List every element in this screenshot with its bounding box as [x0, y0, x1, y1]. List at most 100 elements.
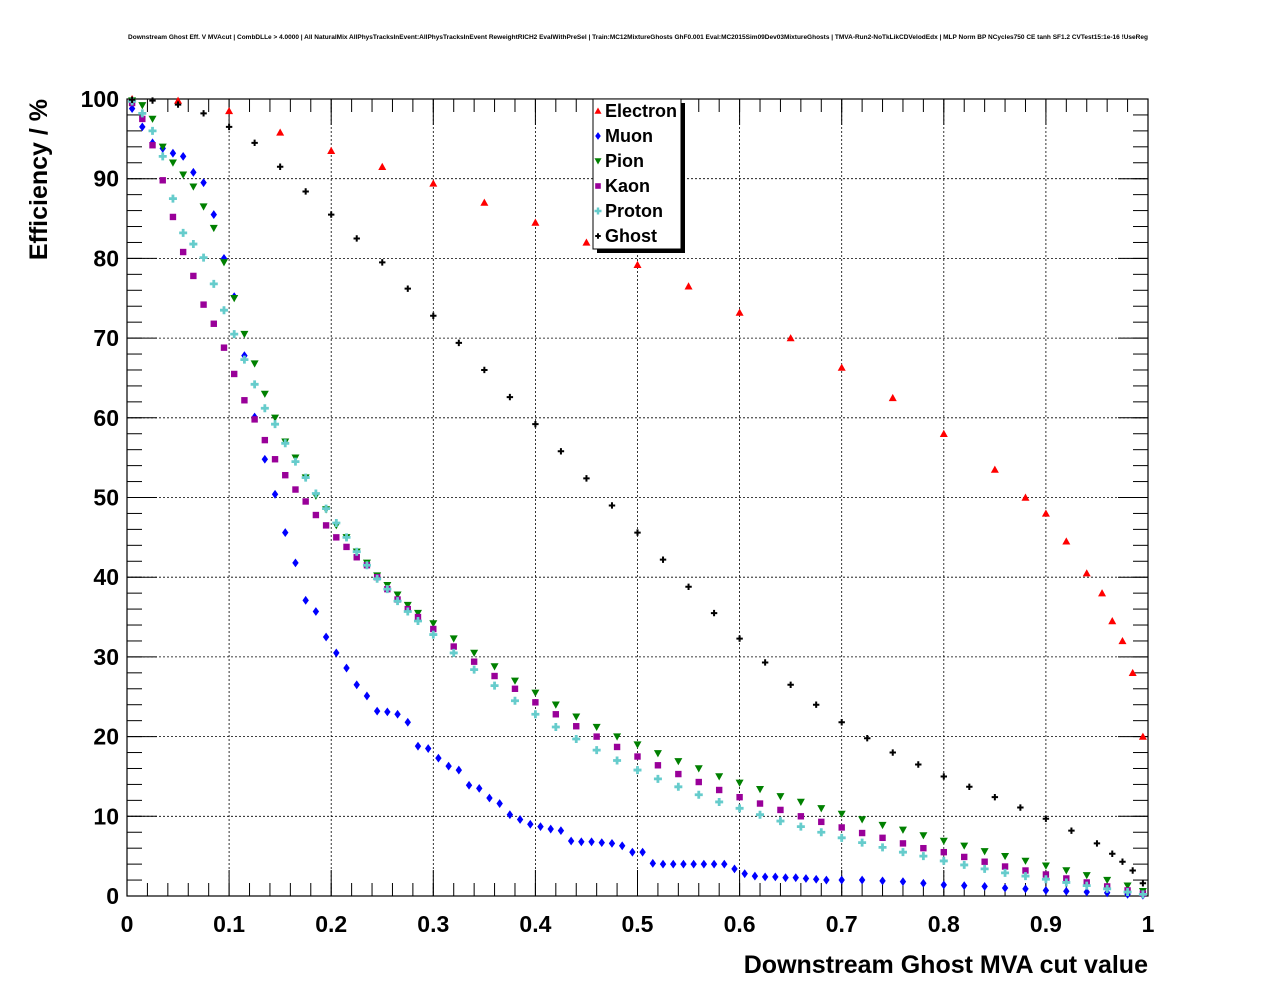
data-point-pion: [230, 295, 239, 303]
x-tick-label: 0.5: [622, 911, 654, 937]
data-point-muon: [761, 872, 769, 882]
data-point-muon: [812, 874, 820, 884]
data-point-proton: [939, 856, 948, 865]
data-point-kaon: [149, 142, 156, 149]
data-point-electron: [327, 146, 336, 155]
data-point-proton: [148, 126, 157, 135]
data-point-muon: [343, 663, 350, 673]
data-point-proton: [878, 843, 887, 852]
data-point-muon: [190, 167, 197, 177]
data-point-pion: [613, 733, 622, 741]
data-point-muon: [476, 784, 483, 793]
data-point-muon: [721, 859, 728, 869]
y-tick-label: 30: [93, 644, 119, 670]
data-point-kaon: [818, 818, 825, 826]
data-point-electron: [1098, 589, 1107, 597]
data-point-electron: [480, 198, 489, 206]
data-point-kaon: [271, 456, 279, 463]
data-point-proton: [1021, 872, 1030, 881]
x-tick-label: 0.2: [315, 911, 347, 937]
data-point-kaon: [322, 522, 330, 529]
data-point-electron: [225, 106, 234, 115]
data-point-ghost: [583, 475, 590, 482]
data-point-proton: [960, 860, 969, 869]
data-point-ghost: [225, 123, 233, 131]
data-point-pion: [168, 159, 177, 167]
data-point-proton: [179, 228, 188, 237]
data-point-ghost: [1042, 815, 1050, 822]
data-point-kaon: [261, 436, 269, 444]
plot-title: Downstream Ghost Eff. V MVAcut | CombDLL…: [128, 34, 1148, 41]
data-point-ghost: [659, 556, 667, 563]
data-point-proton: [613, 756, 622, 765]
data-point-proton: [1123, 888, 1132, 897]
data-point-pion: [919, 832, 928, 840]
data-point-ghost: [430, 312, 437, 319]
data-point-proton: [490, 681, 499, 690]
data-point-proton: [735, 804, 744, 813]
data-point-proton: [403, 607, 412, 616]
data-point-kaon: [736, 793, 743, 801]
data-point-kaon: [981, 858, 988, 865]
data-point-proton: [168, 194, 177, 203]
data-point-ghost: [302, 188, 309, 195]
data-point-muon: [547, 824, 554, 834]
data-point-electron: [174, 96, 183, 104]
data-point-ghost: [200, 110, 207, 117]
legend-label-proton: Proton: [605, 201, 663, 221]
data-point-pion: [148, 115, 157, 123]
data-point-kaon: [532, 699, 539, 706]
data-point-proton: [510, 696, 519, 705]
data-point-muon: [879, 876, 886, 886]
data-point-proton: [756, 810, 765, 819]
data-point-kaon: [491, 672, 498, 680]
data-point-proton: [1138, 890, 1147, 899]
data-point-electron: [582, 238, 591, 246]
data-point-electron: [1082, 569, 1091, 577]
data-point-muon: [608, 838, 616, 848]
data-point-electron: [1021, 493, 1030, 501]
y-tick-labels: 0 10 20 30 40 50 60 70 80 90 100: [81, 86, 119, 909]
data-point-electron: [633, 260, 642, 268]
legend-label-kaon: Kaon: [605, 176, 650, 196]
series-layer: [128, 95, 1147, 900]
data-point-muon: [838, 875, 845, 885]
data-point-kaon: [573, 723, 580, 730]
data-point-proton: [209, 279, 218, 288]
data-point-pion: [1123, 882, 1132, 890]
data-point-proton: [1082, 881, 1091, 890]
data-point-kaon: [179, 248, 187, 256]
data-point-ghost: [915, 761, 922, 768]
data-point-pion: [449, 635, 458, 643]
data-point-muon: [353, 680, 360, 690]
data-point-proton: [413, 617, 422, 626]
data-point-muon: [899, 877, 907, 887]
data-point-kaon: [940, 848, 947, 856]
data-point-pion: [817, 805, 826, 813]
data-point-muon: [823, 875, 830, 885]
data-point-muon: [751, 871, 759, 881]
data-point-ghost: [812, 701, 820, 708]
data-point-proton: [796, 822, 805, 831]
data-point-proton: [138, 109, 147, 118]
data-point-proton: [240, 355, 249, 364]
data-point-proton: [858, 838, 867, 847]
data-point-muon: [649, 858, 657, 868]
data-point-ghost: [404, 285, 411, 292]
data-point-proton: [383, 585, 392, 594]
data-point-proton: [653, 774, 662, 783]
data-point-kaon: [470, 658, 478, 665]
data-point-kaon: [333, 534, 340, 541]
data-point-muon: [200, 178, 207, 188]
data-point-muon: [731, 864, 738, 874]
data-point-muon: [588, 837, 595, 847]
data-point-proton: [837, 833, 846, 842]
data-point-electron: [990, 465, 999, 473]
data-point-kaon: [675, 770, 682, 778]
data-point-muon: [1022, 884, 1029, 894]
data-point-ghost: [736, 635, 743, 642]
y-tick-label: 70: [93, 325, 119, 351]
x-tick-label: 0.7: [826, 911, 858, 937]
data-point-muon: [690, 859, 697, 869]
